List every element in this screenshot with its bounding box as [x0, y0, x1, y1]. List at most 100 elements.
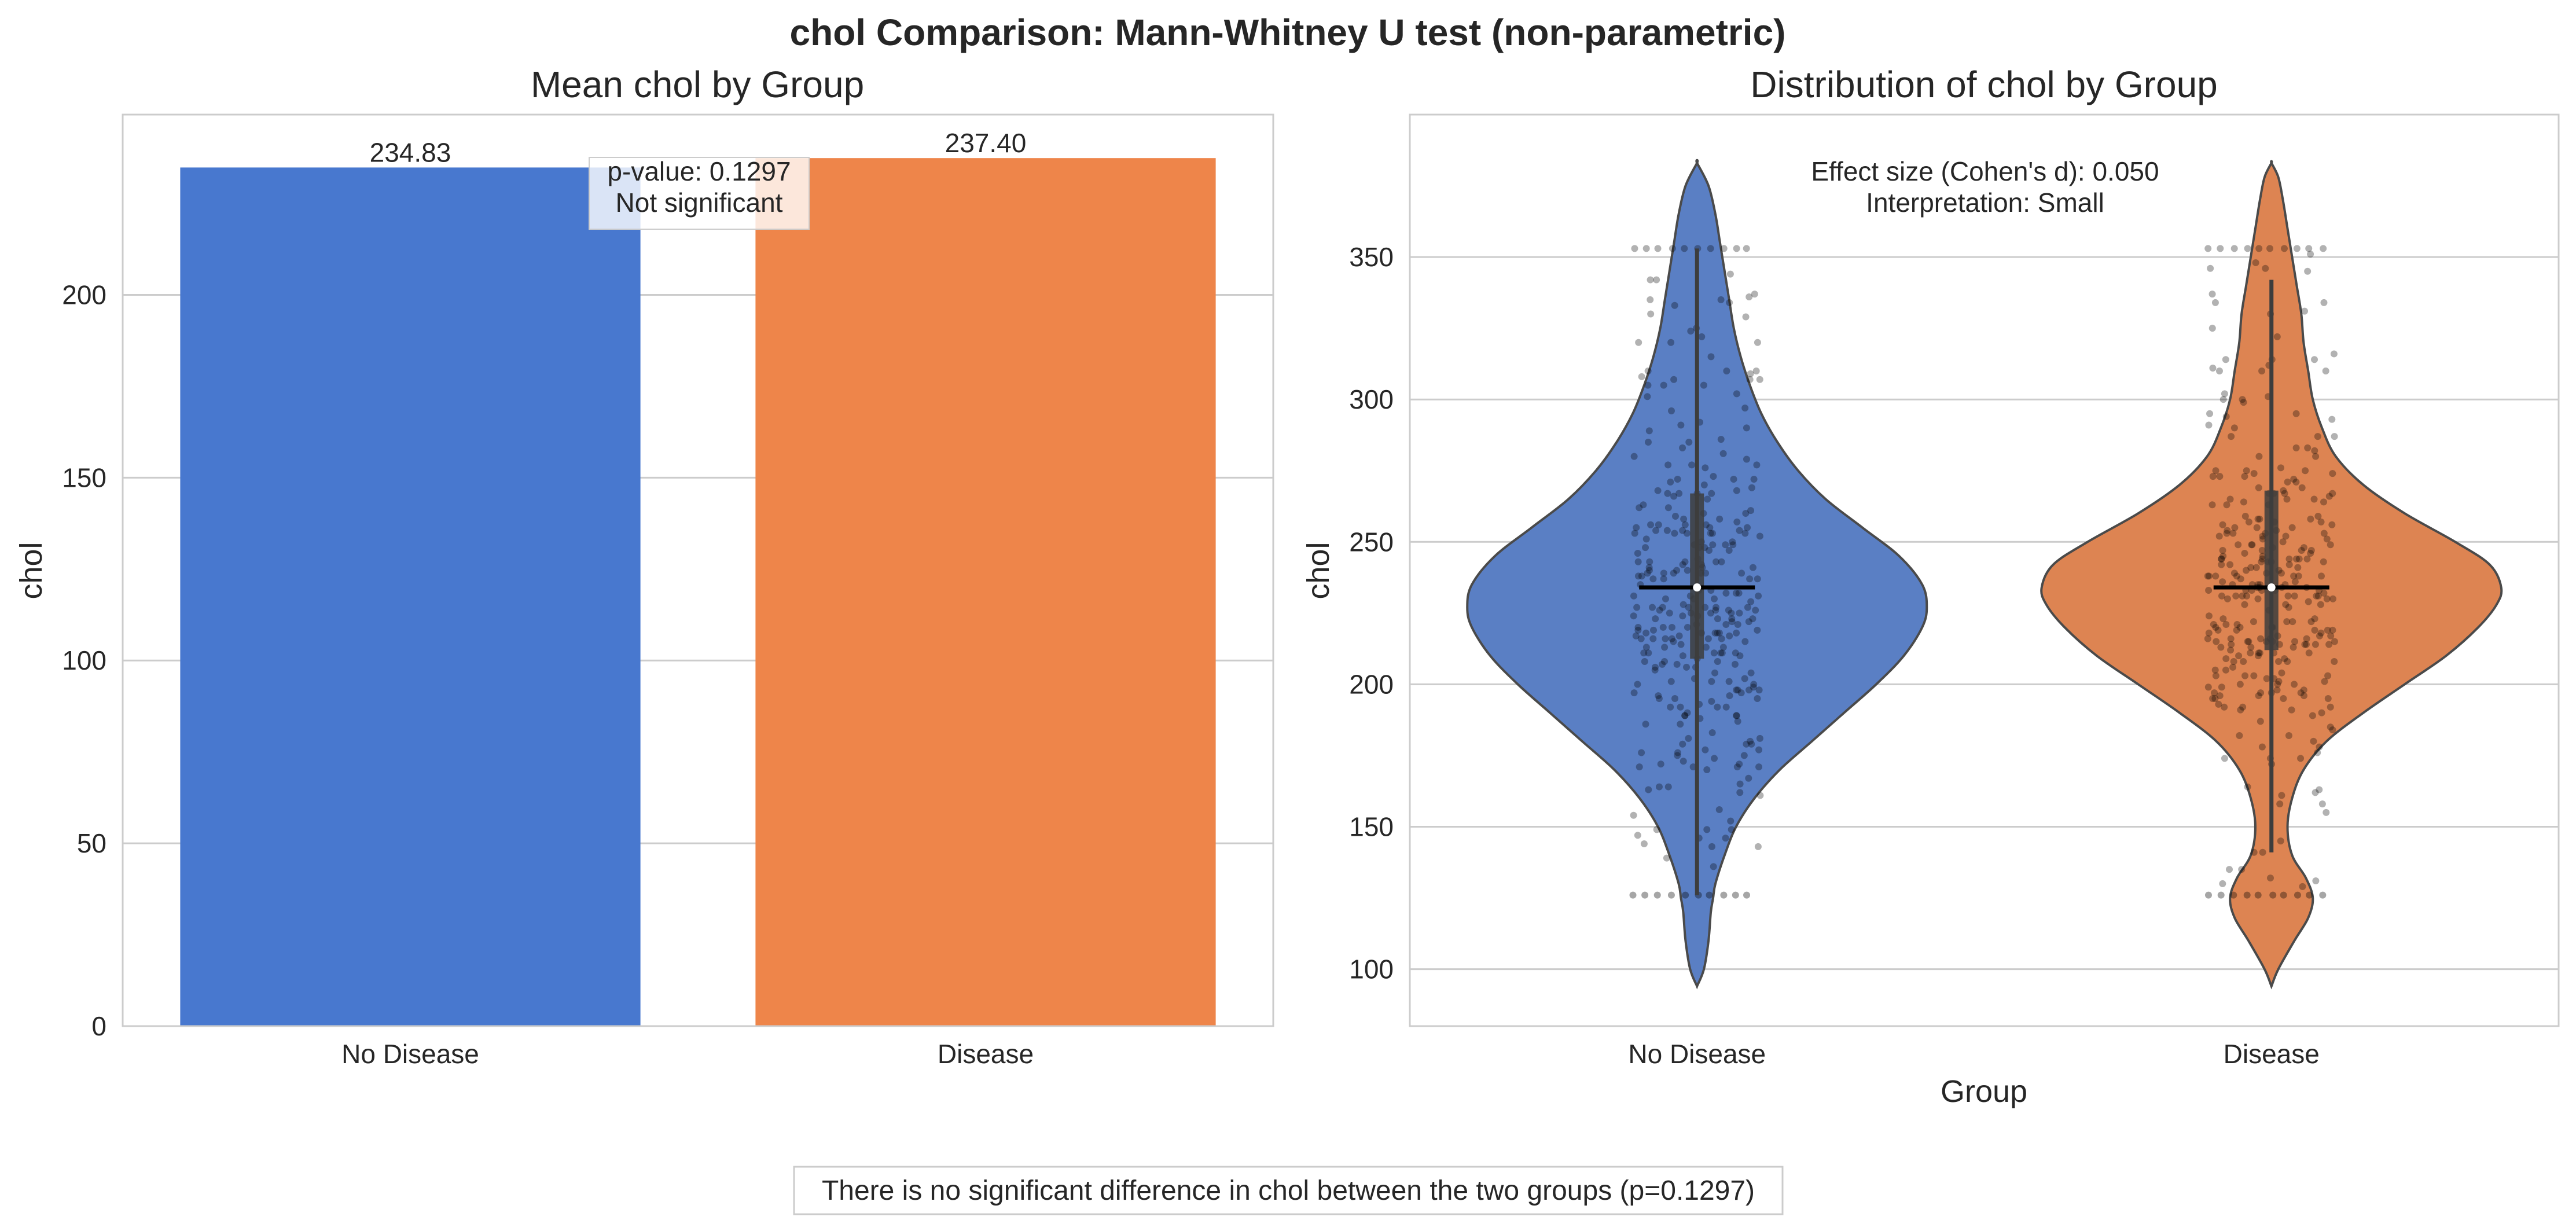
- strip-point: [2301, 641, 2309, 648]
- strip-point: [2258, 367, 2266, 374]
- strip-point: [1638, 572, 1645, 580]
- strip-point: [2311, 615, 2318, 623]
- violin-chart-y-ticks: 100 150 200 250 300 350: [1349, 242, 1394, 984]
- strip-point: [2214, 626, 2222, 634]
- strip-point: [2209, 473, 2217, 480]
- strip-point: [2325, 493, 2333, 500]
- strip-point: [2316, 632, 2323, 640]
- strip-point: [1741, 404, 1749, 411]
- strip-point: [2228, 641, 2235, 648]
- strip-point: [1732, 649, 1739, 657]
- strip-point: [1753, 461, 1761, 469]
- strip-point: [1681, 521, 1689, 528]
- violin-y-tick-label: 200: [1349, 669, 1394, 699]
- strip-point: [2307, 618, 2315, 626]
- strip-point: [1740, 752, 1748, 759]
- strip-point: [2273, 333, 2281, 340]
- strip-point: [2205, 612, 2213, 620]
- strip-point: [2292, 444, 2300, 451]
- strip-point: [1737, 689, 1745, 697]
- strip-point: [1754, 843, 1762, 850]
- strip-point: [2263, 675, 2270, 682]
- strip-point: [2295, 572, 2302, 580]
- strip-point: [2276, 800, 2284, 808]
- strip-point: [1743, 424, 1750, 432]
- effect-size-text: Effect size (Cohen's d): 0.050: [1811, 156, 2159, 186]
- strip-point: [1713, 604, 1720, 611]
- strip-point: [1714, 615, 1721, 623]
- strip-point: [2257, 718, 2264, 725]
- strip-point: [2331, 433, 2338, 440]
- strip-point: [2318, 709, 2325, 716]
- strip-point: [1728, 618, 1736, 626]
- strip-point: [1642, 721, 1649, 728]
- strip-point: [1675, 632, 1683, 640]
- violin-x-tick-label: Disease: [2224, 1039, 2320, 1069]
- strip-point: [1716, 515, 1724, 523]
- strip-point: [1653, 276, 1660, 284]
- strip-point: [2330, 350, 2338, 358]
- strip-point: [2219, 521, 2226, 528]
- strip-point: [1708, 490, 1715, 497]
- strip-point: [1654, 245, 1662, 252]
- strip-point: [1715, 806, 1723, 813]
- strip-point: [2241, 473, 2248, 480]
- strip-point: [1630, 592, 1637, 600]
- strip-point: [1743, 245, 1750, 252]
- strip-point: [2255, 245, 2263, 252]
- strip-point: [2254, 515, 2262, 523]
- strip-point: [1708, 729, 1716, 737]
- strip-point: [2314, 749, 2321, 756]
- strip-point: [2209, 365, 2217, 372]
- bar-chart-y-label: chol: [14, 542, 49, 599]
- strip-point: [1649, 604, 1656, 611]
- strip-point: [2318, 572, 2325, 580]
- strip-point: [2212, 467, 2219, 475]
- strip-point: [2243, 891, 2251, 899]
- strip-point: [1756, 532, 1763, 540]
- strip-point: [2304, 444, 2312, 451]
- strip-point: [1677, 721, 1684, 728]
- strip-point: [2302, 467, 2309, 475]
- strip-point: [1671, 302, 1678, 309]
- strip-point: [1634, 681, 1641, 688]
- strip-point: [2248, 541, 2255, 549]
- strip-point: [1736, 789, 1744, 796]
- strip-point: [1664, 461, 1672, 469]
- strip-point: [2217, 245, 2224, 252]
- strip-point: [1747, 598, 1755, 605]
- strip-point: [2225, 866, 2233, 873]
- strip-point: [2307, 251, 2314, 258]
- strip-point: [2311, 356, 2318, 363]
- strip-point: [1751, 291, 1758, 298]
- strip-point: [1754, 339, 1761, 346]
- strip-point: [1634, 626, 1642, 634]
- strip-point: [2324, 694, 2332, 702]
- bar-x-tick-label: Disease: [938, 1039, 1034, 1069]
- strip-point: [1733, 518, 1741, 526]
- strip-point: [1663, 854, 1670, 862]
- strip-point: [2208, 325, 2216, 332]
- strip-point: [2312, 877, 2320, 884]
- strip-point: [1708, 697, 1715, 705]
- strip-point: [2311, 447, 2318, 454]
- strip-point: [2215, 367, 2223, 374]
- strip-point: [1755, 686, 1763, 694]
- strip-point: [1668, 623, 1675, 631]
- strip-point: [2291, 578, 2299, 586]
- strip-point: [2275, 658, 2283, 665]
- strip-point: [2310, 737, 2317, 745]
- strip-point: [2318, 800, 2326, 808]
- strip-point: [1709, 541, 1717, 549]
- strip-point: [1630, 689, 1638, 697]
- violin-bodies: [1466, 159, 2503, 990]
- strip-point: [2316, 786, 2323, 793]
- strip-point: [2316, 743, 2323, 751]
- strip-point: [2222, 356, 2229, 363]
- summary-footer: There is no significant difference in ch…: [793, 1166, 1784, 1215]
- strip-point: [2237, 575, 2244, 583]
- strip-point: [1707, 609, 1714, 617]
- strip-point: [1679, 527, 1686, 534]
- strip-point: [2227, 635, 2235, 642]
- strip-point: [1677, 641, 1685, 648]
